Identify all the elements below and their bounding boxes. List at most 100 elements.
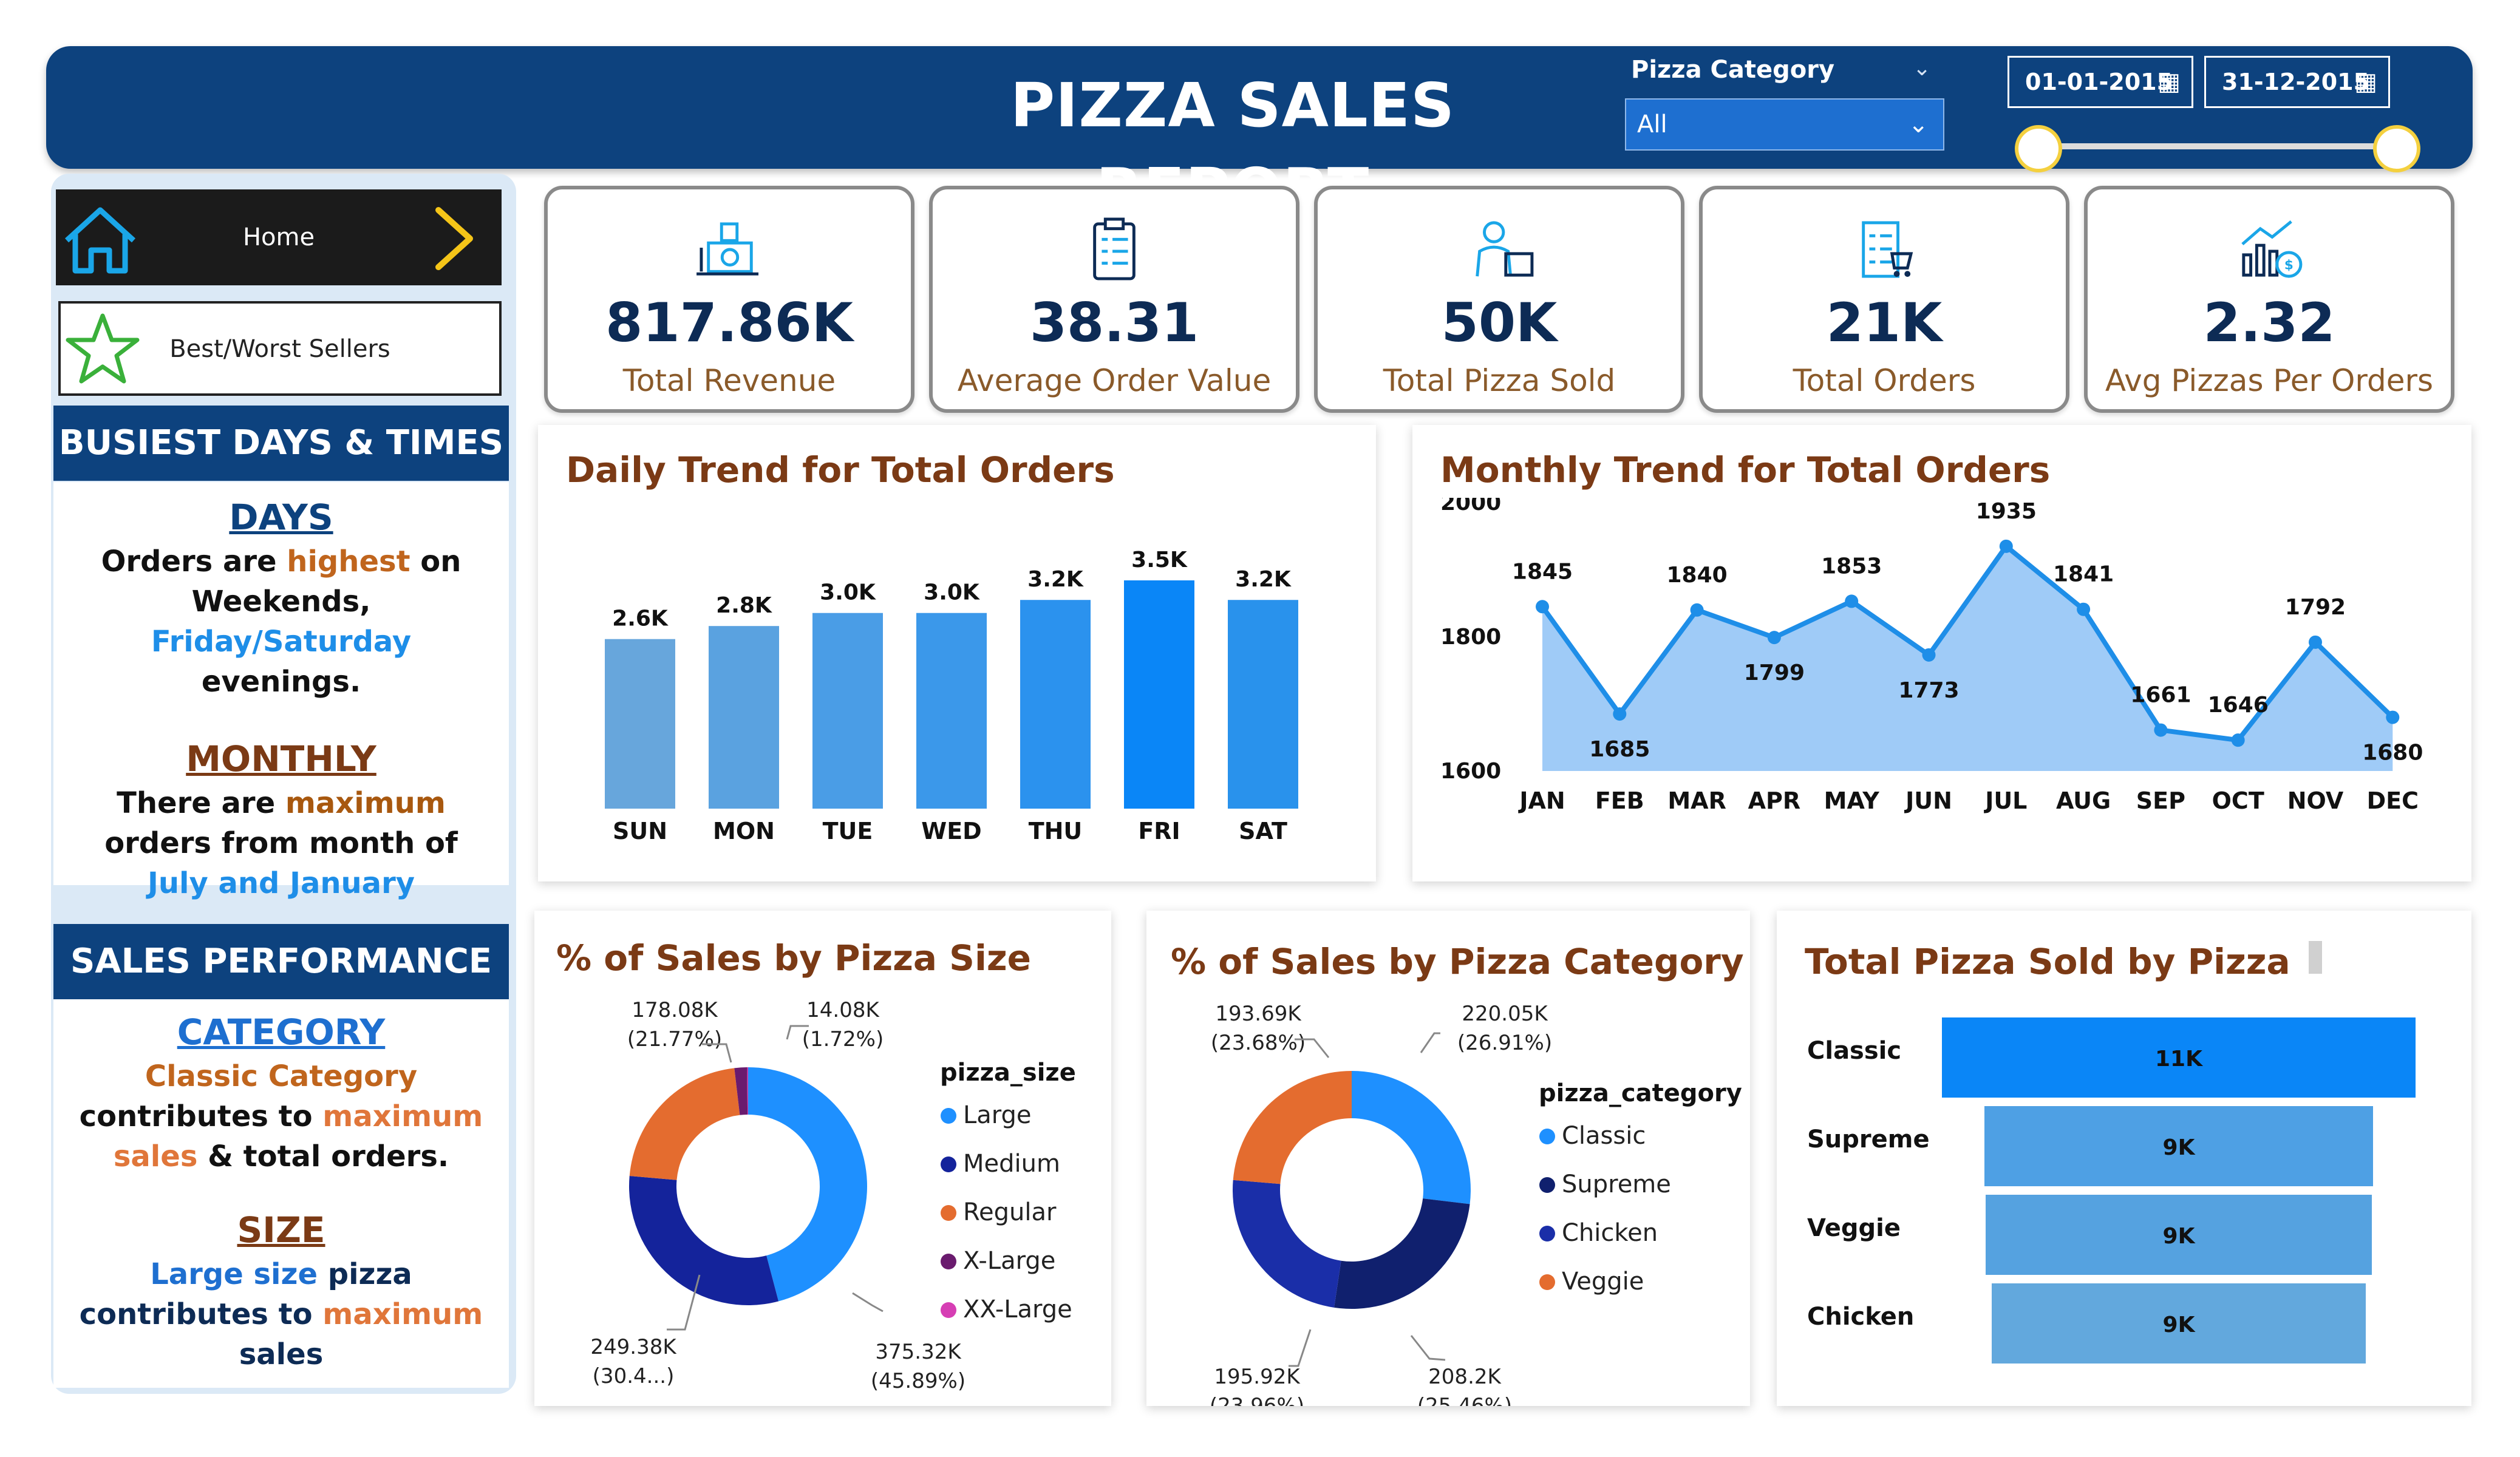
legend-swatch bbox=[941, 1108, 956, 1124]
busiest-heading: BUSIEST DAYS & TIMES bbox=[53, 406, 509, 481]
size-sales-chart: 375.32K (45.89%) 249.38K (30.4...) 178.08K (2… bbox=[590, 998, 1076, 1393]
daily-bar bbox=[709, 626, 779, 809]
monthly-point bbox=[1613, 707, 1627, 721]
slice-pct-label: (30.4...) bbox=[593, 1364, 675, 1388]
donut-slice bbox=[1233, 1180, 1341, 1308]
legend-label: X-Large bbox=[963, 1247, 1055, 1275]
daily-axis-label: SUN bbox=[613, 818, 667, 844]
slice-leader-line bbox=[852, 1292, 884, 1313]
monthly-axis-label: JUL bbox=[1983, 787, 2027, 814]
slice-leader-line bbox=[702, 1043, 732, 1063]
category-title: CATEGORY bbox=[177, 1011, 386, 1053]
svg-text:$: $ bbox=[2284, 257, 2294, 273]
slice-value-label: 178.08K bbox=[632, 998, 718, 1022]
monthly-point bbox=[2077, 602, 2091, 616]
funnel-bar-label: 11K bbox=[2155, 1047, 2203, 1072]
monthly-axis-label: NOV bbox=[2287, 787, 2344, 814]
legend-label: Veggie bbox=[1562, 1268, 1644, 1296]
chevron-right-icon bbox=[435, 207, 473, 270]
date-start-input[interactable]: 01-01-2015 ▦ bbox=[2007, 56, 2193, 108]
legend-title: pizza_size bbox=[940, 1059, 1076, 1087]
funnel-bar-label: 9K bbox=[2163, 1224, 2196, 1249]
legend-label: Medium bbox=[963, 1150, 1060, 1178]
date-range-slider-track[interactable] bbox=[2038, 143, 2394, 149]
text: on Weekends, bbox=[191, 545, 461, 619]
monthly-point-label: 1853 bbox=[1821, 554, 1882, 579]
best-worst-sellers-button[interactable]: Best/Worst Sellers bbox=[58, 301, 502, 396]
monthly-point-label: 1646 bbox=[2208, 693, 2269, 718]
daily-trend-chart: 2.6K SUN 2.8K MON 3.0K TUE 3.0K WED 3.2K THU 3.5K F… bbox=[605, 548, 1298, 844]
legend-swatch bbox=[1539, 1129, 1555, 1144]
legend-label: Chicken bbox=[1562, 1219, 1658, 1247]
text: pizza contributes to bbox=[79, 1257, 412, 1331]
monthly-axis-label: MAY bbox=[1824, 787, 1880, 814]
daily-axis-label: WED bbox=[921, 818, 981, 844]
date-range-start-handle[interactable] bbox=[2015, 125, 2062, 172]
legend-label: XX-Large bbox=[963, 1296, 1072, 1323]
monthly-line bbox=[1540, 543, 2395, 743]
monthly-axis-label: DEC bbox=[2367, 787, 2419, 814]
daily-axis-label: SAT bbox=[1239, 818, 1287, 844]
daily-bar bbox=[1020, 600, 1091, 809]
monthly-point bbox=[2154, 723, 2168, 737]
legend-swatch bbox=[1539, 1226, 1555, 1241]
date-end-value: 31-12-2015 bbox=[2222, 69, 2370, 95]
monthly-axis-label: APR bbox=[1748, 787, 1801, 814]
size-text: Large size pizza contributes to maximum … bbox=[72, 1254, 491, 1374]
monthly-point-label: 1840 bbox=[1666, 563, 1727, 588]
home-icon bbox=[64, 207, 136, 274]
donut-slice bbox=[1352, 1071, 1471, 1204]
kpi-card-total-revenue: 817.86K Total Revenue bbox=[544, 186, 914, 413]
funnel-category-label: Chicken bbox=[1807, 1303, 1914, 1331]
monthly-axis-label: JAN bbox=[1517, 787, 1565, 814]
kpi-label: Avg Pizzas Per Orders bbox=[2105, 363, 2434, 398]
pizza-sold-panel: Total Pizza Sold by Pizza 11K Classic 9K Su… bbox=[1777, 911, 2471, 1406]
text: There are bbox=[117, 786, 285, 820]
legend-swatch bbox=[941, 1156, 956, 1172]
daily-bar-label: 3.0K bbox=[820, 580, 876, 605]
funnel-bar bbox=[1986, 1195, 2372, 1275]
monthly-trend-title: Monthly Trend for Total Orders bbox=[1440, 449, 2051, 491]
size-sales-panel: % of Sales by Pizza Size 375.32K (45.89%)… bbox=[534, 911, 1111, 1406]
slice-leader-line bbox=[1410, 1335, 1446, 1361]
home-button[interactable]: Home bbox=[56, 189, 502, 285]
calendar-icon[interactable]: ▦ bbox=[2157, 68, 2181, 96]
category-sales-chart: 220.05K (26.91%) 208.2K (25.46%) 195.92K (23.… bbox=[1210, 1002, 1742, 1406]
slice-leader-line bbox=[1420, 1032, 1440, 1053]
daily-bar bbox=[1124, 580, 1194, 809]
funnel-bar-label: 9K bbox=[2163, 1313, 2196, 1337]
monthly-point bbox=[2231, 733, 2245, 747]
funnel-bar bbox=[1942, 1017, 2416, 1098]
kpi-label: Total Revenue bbox=[622, 363, 836, 398]
daily-axis-label: TUE bbox=[823, 818, 873, 844]
chevron-down-icon[interactable]: ⌄ bbox=[1913, 56, 1932, 81]
slice-pct-label: (21.77%) bbox=[627, 1027, 722, 1051]
funnel-bar bbox=[1984, 1106, 2373, 1186]
highlight: July and January bbox=[147, 866, 415, 900]
monthly-trend-panel: Monthly Trend for Total Orders 2000 1800 1… bbox=[1412, 425, 2471, 881]
delivery-icon bbox=[1476, 221, 1534, 277]
date-range-end-handle[interactable] bbox=[2373, 125, 2420, 172]
legend-title: pizza_category bbox=[1539, 1079, 1742, 1107]
pizza-sold-title: Total Pizza Sold by Pizza bbox=[1805, 941, 2290, 982]
date-end-input[interactable]: 31-12-2015 ▦ bbox=[2204, 56, 2390, 108]
highlight: maximum bbox=[285, 786, 446, 820]
monthly-point-label: 1792 bbox=[2285, 595, 2346, 620]
performance-section: CATEGORY Classic Category contributes to… bbox=[53, 999, 509, 1388]
scroll-handle[interactable] bbox=[2309, 941, 2322, 974]
category-filter-dropdown[interactable]: All ⌄ bbox=[1625, 98, 1944, 151]
highlight: Friday/Saturday bbox=[151, 625, 412, 659]
funnel-category-label: Classic bbox=[1807, 1037, 1901, 1065]
daily-bar-label: 2.8K bbox=[716, 593, 772, 618]
highlight: highest bbox=[287, 545, 410, 579]
legend-label: Supreme bbox=[1562, 1170, 1671, 1198]
slice-value-label: 220.05K bbox=[1462, 1002, 1548, 1026]
calendar-icon[interactable]: ▦ bbox=[2354, 68, 2377, 96]
kpi-card-average-order-value: 38.31 Average Order Value bbox=[929, 186, 1299, 413]
monthly-point-label: 1799 bbox=[1744, 661, 1805, 685]
kpi-label: Total Pizza Sold bbox=[1383, 363, 1616, 398]
slice-value-label: 249.38K bbox=[590, 1335, 677, 1359]
monthly-point bbox=[2386, 710, 2400, 724]
slice-value-label: 195.92K bbox=[1214, 1365, 1301, 1389]
best-worst-label: Best/Worst Sellers bbox=[169, 335, 390, 363]
